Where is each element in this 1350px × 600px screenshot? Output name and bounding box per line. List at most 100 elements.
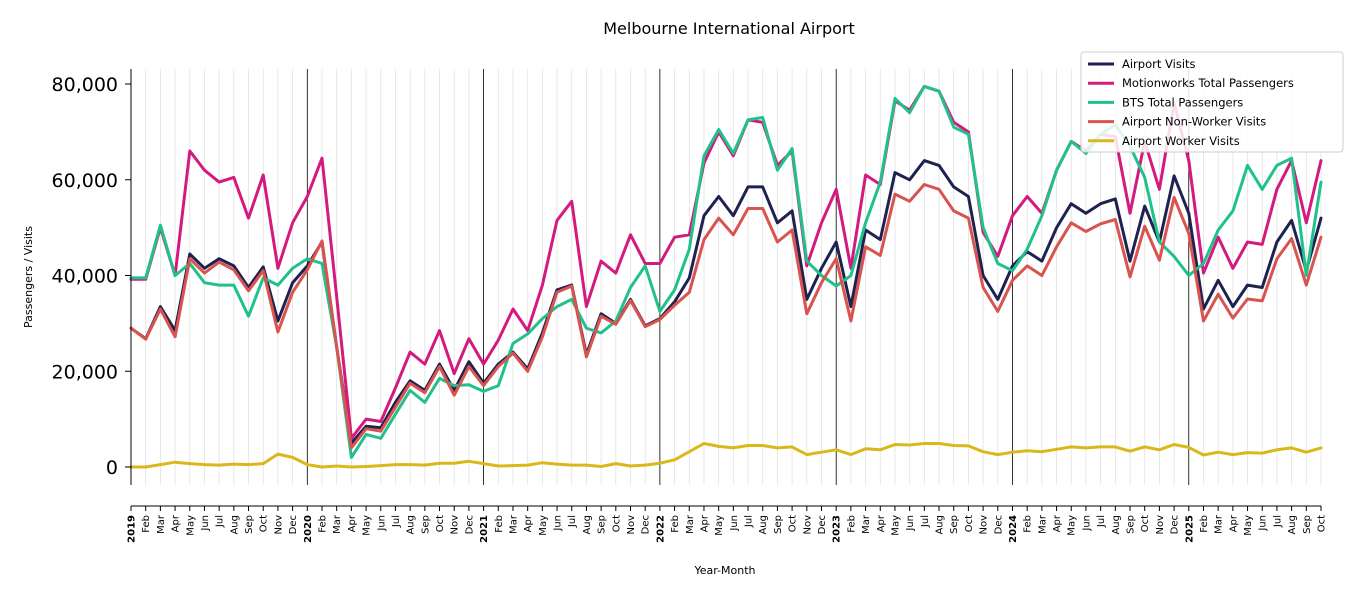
x-tick-label: Dec (817, 515, 828, 534)
x-tick-label: 2025 (1184, 515, 1195, 543)
x-tick-label: Nov (450, 515, 461, 535)
x-tick-label: Jun (1258, 515, 1269, 532)
chart-title: Melbourne International Airport (603, 19, 855, 38)
y-axis-label: Passengers / Visits (22, 226, 35, 328)
x-tick-label: May (185, 515, 196, 536)
x-tick-label: Feb (141, 515, 152, 533)
x-tick-label: Jun (200, 515, 211, 532)
series-line-airport-worker-visits (129, 442, 1323, 469)
series-line-airport-visits (129, 159, 1323, 445)
x-tick-label: May (1243, 515, 1254, 536)
legend-label: Motionworks Total Passengers (1122, 76, 1294, 90)
x-tick-label: Apr (876, 514, 887, 532)
x-tick-label: Dec (993, 515, 1004, 534)
x-tick-label: Jul (391, 515, 402, 528)
series-line-airport-non-worker-visits (129, 183, 1323, 450)
x-tick-label: Aug (1287, 515, 1298, 535)
legend-box (1080, 51, 1344, 153)
x-tick-label: Aug (406, 515, 417, 535)
x-tick-label: May (1067, 515, 1078, 536)
legend-label: Airport Visits (1122, 57, 1196, 71)
x-tick-label: Oct (788, 515, 799, 532)
x-tick-label: Apr (347, 514, 358, 532)
x-tick-label: Aug (229, 515, 240, 535)
x-tick-label: Jul (744, 515, 755, 528)
x-tick-label: Jul (920, 515, 931, 528)
x-tick-label: Aug (758, 515, 769, 535)
legend-label: BTS Total Passengers (1122, 95, 1243, 109)
x-tick-label: May (714, 515, 725, 536)
x-axis-label: Year-Month (693, 564, 755, 577)
x-tick-label: Jun (905, 515, 916, 532)
x-tick-label: Nov (979, 515, 990, 535)
x-tick-label: May (362, 515, 373, 536)
x-tick-label: Apr (1052, 514, 1063, 532)
legend-label: Airport Worker Visits (1122, 134, 1240, 148)
x-tick-label: Oct (964, 515, 975, 532)
x-tick-label: Nov (273, 515, 284, 535)
x-tick-label: Feb (846, 515, 857, 533)
x-tick-label: Apr (699, 514, 710, 532)
x-tick-label: Feb (670, 515, 681, 533)
x-tick-label: Mar (1037, 514, 1048, 534)
y-tick-label: 80,000 (52, 74, 118, 96)
x-tick-label: May (890, 515, 901, 536)
x-tick-label: Oct (435, 515, 446, 532)
legend-label: Airport Non-Worker Visits (1122, 115, 1266, 129)
x-tick-label: Dec (288, 515, 299, 534)
x-tick-label: Feb (1023, 515, 1034, 533)
x-tick-label: Jun (1081, 515, 1092, 532)
x-tick-label: Dec (1170, 515, 1181, 534)
x-tick-label: Dec (464, 515, 475, 534)
y-tick-label: 40,000 (52, 266, 118, 288)
x-tick-label: Oct (259, 515, 270, 532)
x-tick-label: Dec (641, 515, 652, 534)
x-tick-label: Apr (523, 514, 534, 532)
x-tick-label: Mar (685, 514, 696, 534)
x-tick-label: Sep (949, 515, 960, 534)
x-tick-label: Nov (1155, 515, 1166, 535)
x-tick-label: Jun (553, 515, 564, 532)
x-tick-label: Oct (611, 515, 622, 532)
x-tick-label: Jun (729, 515, 740, 532)
x-tick-label: Jul (567, 515, 578, 528)
x-tick-label: Sep (1126, 515, 1137, 534)
x-tick-label: 2019 (127, 515, 138, 543)
x-tick-label: Jul (1096, 515, 1107, 528)
x-tick-label: Aug (1111, 515, 1122, 535)
x-tick-label: 2020 (303, 515, 314, 543)
y-tick-label: 60,000 (52, 170, 118, 192)
x-tick-label: Sep (244, 515, 255, 534)
x-tick-label: Feb (317, 515, 328, 533)
x-tick-label: Mar (508, 514, 519, 534)
x-tick-label: Aug (582, 515, 593, 535)
x-tick-label: Nov (802, 515, 813, 535)
y-tick-label: 0 (106, 457, 118, 479)
x-tick-label: Jul (1272, 515, 1283, 528)
x-tick-label: Jun (376, 515, 387, 532)
y-tick-label: 20,000 (52, 361, 118, 383)
x-tick-label: Apr (171, 514, 182, 532)
legend: Airport Visits Motionworks Total Passenge… (1080, 51, 1344, 153)
axes (130, 69, 1321, 507)
x-tick-label: Oct (1317, 515, 1328, 532)
x-tick-label: Oct (1140, 515, 1151, 532)
x-tick-label: Feb (1199, 515, 1210, 533)
x-tick-label: 2024 (1008, 515, 1019, 543)
x-tick-label: May (538, 515, 549, 536)
grid-lines (130, 69, 1322, 485)
x-tick-label: Sep (773, 515, 784, 534)
x-tick-label: Mar (861, 514, 872, 534)
x-tick-label: 2023 (832, 515, 843, 543)
x-tick-label: Feb (494, 515, 505, 533)
x-tick-label: Mar (332, 514, 343, 534)
x-tick-label: Sep (597, 515, 608, 534)
x-tick-label: Sep (420, 515, 431, 534)
x-tick-label: Mar (156, 514, 167, 534)
x-tick-label: 2021 (479, 515, 490, 543)
x-tick-label: Jul (215, 515, 226, 528)
x-tick-label: Sep (1302, 515, 1313, 534)
y-ticks: 0 20,000 40,000 60,000 80,000 (52, 74, 131, 479)
x-ticks: 2019 Feb Mar Apr May Jun Jul Aug Sep Oct Nov Dec 202… (127, 506, 1328, 543)
